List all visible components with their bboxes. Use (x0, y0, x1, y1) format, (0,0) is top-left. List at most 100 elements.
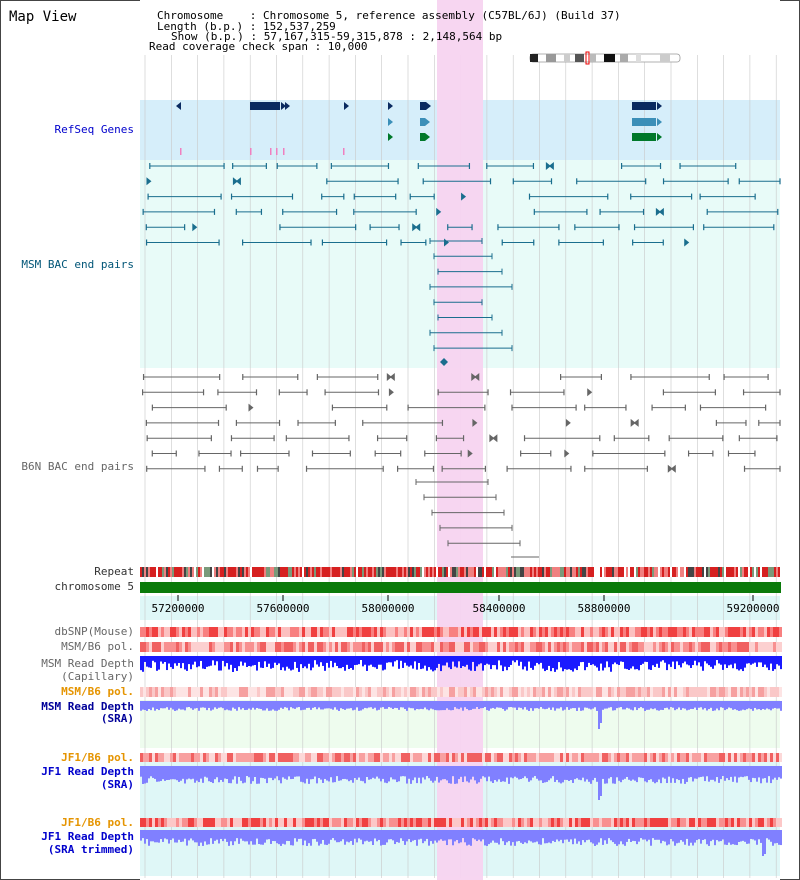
depth-bar (582, 656, 584, 662)
depth-bar (586, 656, 588, 668)
heatmap-cell (617, 627, 620, 637)
track-label-chromosome[interactable]: chromosome 5 (54, 580, 134, 593)
depth-bar (246, 701, 248, 710)
heatmap-cell (182, 753, 185, 762)
heatmap-cell (536, 687, 539, 697)
heatmap-cell (653, 642, 656, 652)
depth-bar (626, 830, 628, 842)
depth-bar (584, 701, 586, 708)
heatmap-cell (692, 753, 695, 762)
heatmap-cell (476, 753, 479, 762)
heatmap-cell (551, 818, 554, 827)
depth-bar (416, 701, 418, 709)
track-label-jf1-depth-sra[interactable]: JF1 Read Depth (41, 765, 134, 778)
track-label-dbsnp[interactable]: dbSNP(Mouse) (54, 625, 134, 638)
depth-bar (534, 766, 536, 777)
heatmap-cell (254, 627, 257, 637)
repeat-segment (732, 567, 734, 577)
track-label-repeat[interactable]: Repeat (94, 565, 134, 578)
heatmap-cell (452, 642, 455, 652)
repeat-segment (660, 567, 662, 577)
depth-bar (500, 830, 502, 839)
heatmap-cell (464, 687, 467, 697)
heatmap-cell (377, 642, 380, 652)
repeat-segment (700, 567, 702, 577)
heatmap-cell (353, 642, 356, 652)
depth-bar (376, 656, 378, 669)
heatmap-cell (284, 687, 287, 697)
heatmap-cell (761, 627, 764, 637)
heatmap-cell (524, 818, 527, 827)
depth-bar (456, 656, 458, 668)
depth-bar (216, 656, 218, 662)
heatmap-cell (170, 753, 173, 762)
depth-bar (310, 830, 312, 846)
track-label-msm-bac[interactable]: MSM BAC end pairs (21, 258, 134, 271)
track-label-refseq[interactable]: RefSeq Genes (54, 123, 134, 136)
track-label-msm-b6-pol-1[interactable]: MSM/B6 pol. (61, 640, 134, 653)
heatmap-cell (257, 627, 260, 637)
depth-bar (478, 701, 480, 710)
heatmap-cell (473, 642, 476, 652)
track-label-b6n-bac[interactable]: B6N BAC end pairs (21, 460, 134, 473)
heatmap-cell (662, 642, 665, 652)
repeat-segment (330, 567, 332, 577)
heatmap-cell (740, 687, 743, 697)
heatmap-cell (482, 687, 485, 697)
repeat-segment (290, 567, 292, 577)
heatmap-cell (350, 687, 353, 697)
depth-bar (568, 766, 570, 781)
repeat-segment (252, 567, 254, 577)
depth-bar (772, 830, 774, 846)
heatmap-cell (407, 818, 410, 827)
depth-bar (164, 701, 166, 709)
heatmap-cell (404, 818, 407, 827)
repeat-segment (210, 567, 212, 577)
depth-bar (592, 656, 594, 665)
depth-bar (224, 830, 226, 839)
track-label-msm-depth-cap[interactable]: MSM Read Depth (41, 657, 134, 670)
depth-bar (466, 830, 468, 846)
depth-bar (436, 830, 438, 843)
depth-bar (766, 656, 768, 668)
depth-bar (356, 656, 358, 665)
depth-bar (472, 766, 474, 777)
heatmap-cell (296, 687, 299, 697)
heatmap-cell (542, 818, 545, 827)
heatmap-cell (383, 753, 386, 762)
depth-bar (270, 701, 272, 711)
heatmap-cell (194, 642, 197, 652)
repeat-segment (516, 567, 518, 577)
track-label-jf1-depth-trim[interactable]: JF1 Read Depth (41, 830, 134, 843)
depth-bar (310, 656, 312, 671)
heatmap-cell (254, 642, 257, 652)
heatmap-cell (752, 627, 755, 637)
depth-bar (150, 830, 152, 842)
depth-bar (522, 701, 524, 710)
repeat-segment (264, 567, 266, 577)
heatmap-cell (290, 687, 293, 697)
heatmap-cell (251, 818, 254, 827)
depth-bar (778, 701, 780, 709)
heatmap-cell (737, 627, 740, 637)
track-label-jf1-b6-pol-2[interactable]: JF1/B6 pol. (61, 816, 134, 829)
heatmap-cell (185, 753, 188, 762)
heatmap-cell (455, 627, 458, 637)
depth-bar (574, 766, 576, 780)
heatmap-cell (164, 687, 167, 697)
depth-bar (552, 830, 554, 841)
heatmap-cell (428, 627, 431, 637)
depth-bar (610, 701, 612, 708)
track-label-msm-depth-sra[interactable]: MSM Read Depth (41, 700, 134, 713)
track-label-msm-b6-pol-2[interactable]: MSM/B6 pol. (61, 685, 134, 698)
heatmap-cell (512, 753, 515, 762)
heatmap-cell (722, 642, 725, 652)
depth-bar (614, 766, 616, 784)
heatmap-cell (233, 642, 236, 652)
chromosome-bar (140, 582, 781, 593)
depth-bar (648, 830, 650, 840)
track-label-jf1-b6-pol-1[interactable]: JF1/B6 pol. (61, 751, 134, 764)
depth-bar (458, 766, 460, 780)
heatmap-cell (608, 753, 611, 762)
